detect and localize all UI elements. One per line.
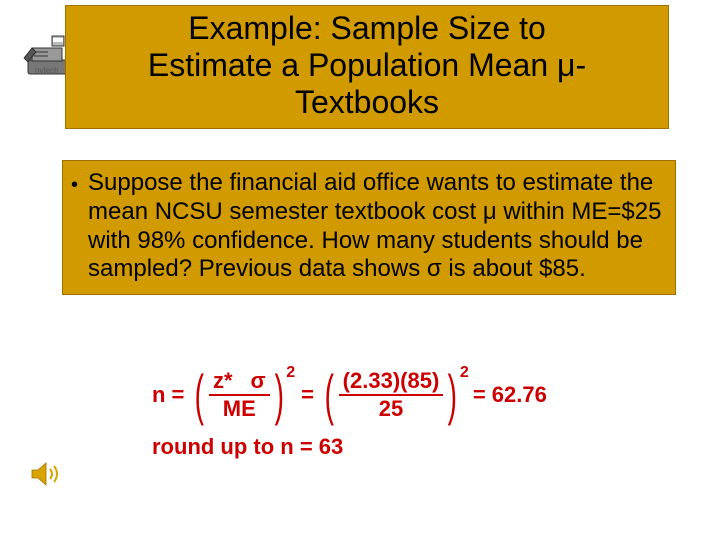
- paren-r2: ): [448, 370, 457, 420]
- paren-l1: (: [195, 370, 204, 420]
- body-text: Suppose the financial aid office wants t…: [88, 169, 665, 284]
- title-line1: Example: Sample Size to: [188, 10, 546, 46]
- exp2: 2: [460, 364, 469, 382]
- title-line3: Textbooks: [295, 84, 439, 120]
- frac-right-den: 25: [375, 396, 407, 420]
- title-text: Example: Sample Size to Estimate a Popul…: [72, 10, 662, 120]
- formula-eq1: =: [171, 382, 184, 408]
- body-box: • Suppose the financial aid office wants…: [62, 160, 676, 295]
- frac-left-den: ME: [219, 396, 260, 420]
- frac-right-num: (2.33)(85): [339, 370, 444, 396]
- speaker-icon: [30, 460, 64, 488]
- frac-left-num-b: σ: [251, 368, 266, 393]
- paren-l2: (: [325, 370, 334, 420]
- frac-right: (2.33)(85) 25: [339, 370, 444, 420]
- paren-r1: ): [274, 370, 283, 420]
- icon-label: nvtech: [35, 66, 59, 75]
- title-line2: Estimate a Population Mean μ-: [148, 47, 586, 83]
- formula-result: = 62.76: [473, 382, 547, 408]
- formula-block: n = ( z*σ ME ) 2 = ( (2.33)(85) 25 ) 2 =…: [152, 370, 672, 460]
- frac-left-num-a: z*: [213, 368, 233, 393]
- bullet-marker: •: [71, 174, 78, 197]
- formula-n: n: [152, 382, 165, 408]
- title-box: Example: Sample Size to Estimate a Popul…: [65, 5, 669, 129]
- formula-eq2: =: [301, 382, 314, 408]
- frac-left: z* σ ME: [209, 370, 270, 420]
- exp1: 2: [286, 364, 295, 382]
- roundup-text: round up to n = 63: [152, 434, 672, 460]
- formula-row: n = ( z*σ ME ) 2 = ( (2.33)(85) 25 ) 2 =…: [152, 370, 672, 420]
